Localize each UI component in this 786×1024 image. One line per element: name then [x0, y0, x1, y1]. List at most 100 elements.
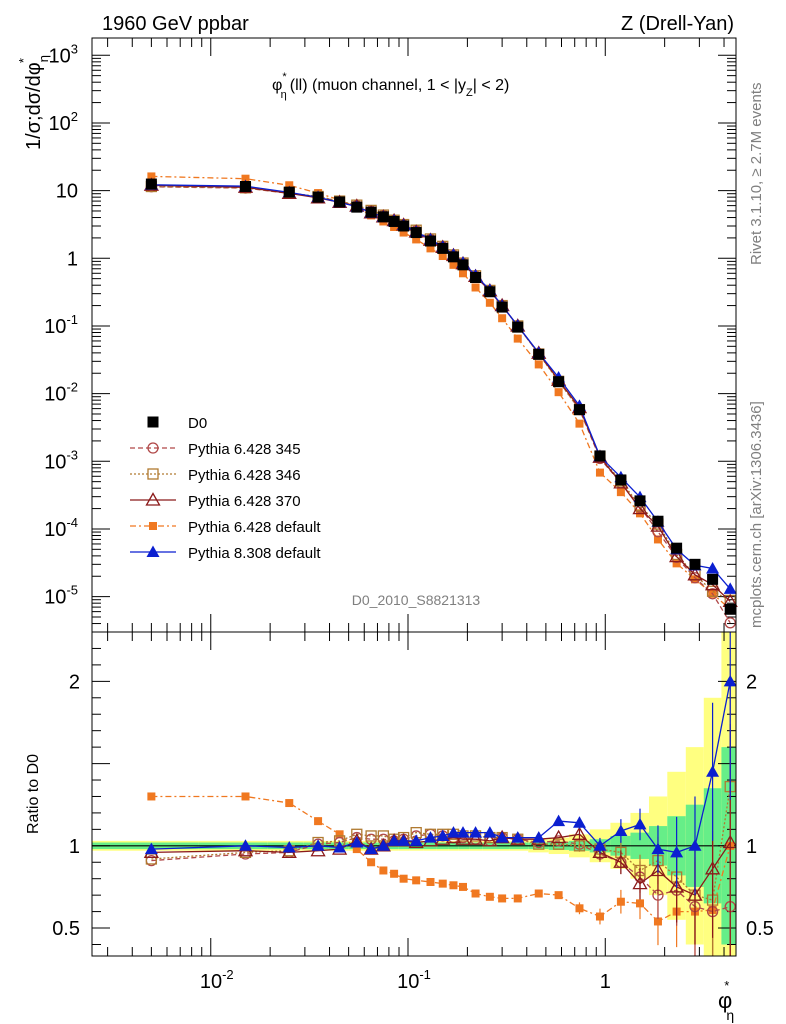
data-point: [653, 535, 662, 544]
ratio-point: [365, 830, 377, 842]
data-point: [595, 468, 604, 477]
y-axis-label: 1/σ;dσ/dφη*: [16, 55, 51, 150]
ratio-point: [352, 845, 361, 854]
ratio-y-tick-label: 1: [69, 836, 80, 858]
ratio-point: [653, 917, 662, 926]
ratio-y-tick-label-right: 0.5: [746, 918, 774, 940]
data-point: [285, 181, 294, 190]
ratio-point: [471, 889, 480, 898]
legend-marker: [147, 442, 159, 454]
ratio-uncertainty-band: [92, 632, 736, 956]
data-point: [706, 562, 720, 574]
data-point: [457, 259, 469, 271]
ratio-point: [532, 831, 546, 843]
data-point: [724, 617, 736, 629]
data-point: [471, 283, 480, 292]
ratio-point: [651, 842, 665, 855]
ratio-point: [592, 844, 608, 859]
data-point: [575, 419, 584, 428]
ratio-panel: 0.5 0.5 1 1 2 2 10-2 10-1 1: [52, 631, 774, 993]
data-point: [484, 286, 496, 298]
ratio-point: [436, 829, 450, 841]
mcplots-label: mcplots.cern.ch [arXiv:1306.3436]: [748, 401, 765, 628]
data-point: [390, 222, 399, 231]
ratio-point: [456, 826, 470, 838]
x-tick-label: 10-2: [200, 967, 234, 993]
ratio-point: [552, 838, 565, 850]
ratio-point: [367, 858, 376, 867]
x-tick-label: 1: [600, 971, 611, 993]
data-point: [533, 348, 545, 360]
data-point: [388, 215, 400, 227]
ratio-point: [144, 842, 158, 855]
data-point: [615, 474, 627, 486]
ratio-point: [390, 869, 399, 878]
ratio-point: [573, 840, 586, 852]
ratio-point: [593, 839, 607, 851]
main-y-tick-label: 10-1: [44, 312, 78, 338]
ratio-point: [498, 894, 507, 903]
ratio-series-pythia-8-308-default: [144, 632, 736, 896]
ratio-point: [467, 831, 484, 845]
data-point: [398, 220, 410, 232]
ratio-point: [335, 830, 344, 839]
ratio-series: [143, 632, 736, 956]
ratio-point: [669, 879, 685, 893]
data-point: [632, 500, 648, 515]
data-point: [283, 186, 295, 198]
ratio-point: [554, 891, 563, 900]
data-point: [458, 269, 467, 278]
data-point: [424, 235, 436, 247]
ratio-point: [241, 792, 250, 801]
ratio-point: [575, 904, 584, 913]
ratio-point: [688, 839, 702, 851]
data-point: [312, 191, 324, 203]
ratio-frame: [91, 631, 737, 957]
data-point: [145, 178, 157, 190]
ratio-point: [513, 894, 522, 903]
data-point: [553, 376, 565, 388]
data-point: [652, 515, 664, 527]
ratio-point: [438, 879, 447, 888]
ratio-point: [723, 674, 736, 687]
ratio-point: [636, 899, 645, 908]
data-point: [239, 181, 251, 193]
legend-marker: [147, 468, 159, 480]
ratio-point: [572, 816, 586, 828]
data-point: [707, 573, 719, 585]
ratio-point: [311, 839, 325, 851]
ratio-point: [483, 826, 497, 838]
data-point: [470, 271, 482, 283]
ratio-point: [282, 840, 296, 853]
data-point: [334, 196, 346, 208]
analysis-id: D0_2010_S8821313: [352, 592, 481, 608]
ratio-point: [722, 834, 736, 849]
rivet-label: Rivet 3.1.10, ≥ 2.7M events: [748, 83, 765, 266]
data-point: [554, 388, 563, 397]
ratio-point: [449, 881, 458, 890]
legend-label: D0: [188, 415, 207, 432]
series-d0: [145, 178, 736, 615]
data-point: [412, 235, 421, 244]
legend-label: Pythia 6.428 370: [188, 493, 301, 510]
ratio-point: [455, 831, 471, 845]
ratio-point: [616, 897, 625, 906]
data-point: [438, 252, 447, 261]
data-point: [706, 585, 719, 597]
ratio-point: [595, 912, 604, 921]
main-y-tick-label: 10-4: [44, 515, 78, 541]
ratio-y-tick-label-right: 2: [746, 671, 757, 693]
data-point: [241, 174, 250, 183]
ratio-point: [333, 840, 347, 853]
ratio-point: [495, 831, 509, 843]
ratio-point: [423, 831, 437, 843]
legend-marker: [145, 492, 161, 506]
data-point: [496, 301, 508, 313]
legend-marker: [147, 416, 159, 428]
data-point: [573, 404, 585, 416]
ratio-point: [409, 834, 423, 846]
ratio-point: [147, 792, 156, 801]
data-point: [485, 298, 494, 307]
ratio-point: [399, 874, 408, 883]
